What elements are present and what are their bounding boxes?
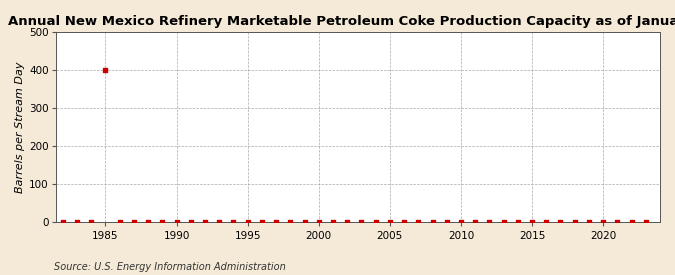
Point xyxy=(299,220,310,225)
Point xyxy=(128,220,139,225)
Point xyxy=(86,220,97,225)
Point xyxy=(441,220,452,225)
Point xyxy=(171,220,182,225)
Point xyxy=(484,220,495,225)
Point xyxy=(399,220,410,225)
Point xyxy=(385,220,396,225)
Point xyxy=(186,220,196,225)
Point xyxy=(427,220,438,225)
Point xyxy=(157,220,168,225)
Point xyxy=(626,220,637,225)
Point xyxy=(242,220,253,225)
Point xyxy=(512,220,523,225)
Point xyxy=(342,220,352,225)
Point xyxy=(228,220,239,225)
Point xyxy=(612,220,623,225)
Point xyxy=(57,220,68,225)
Point xyxy=(114,220,125,225)
Point xyxy=(327,220,338,225)
Point xyxy=(641,220,651,225)
Point xyxy=(569,220,580,225)
Point xyxy=(526,220,537,225)
Point xyxy=(256,220,267,225)
Point xyxy=(598,220,609,225)
Point xyxy=(413,220,424,225)
Point xyxy=(456,220,466,225)
Text: Source: U.S. Energy Information Administration: Source: U.S. Energy Information Administ… xyxy=(54,262,286,272)
Point xyxy=(271,220,281,225)
Point xyxy=(371,220,381,225)
Point xyxy=(356,220,367,225)
Title: Annual New Mexico Refinery Marketable Petroleum Coke Production Capacity as of J: Annual New Mexico Refinery Marketable Pe… xyxy=(8,15,675,28)
Point xyxy=(583,220,594,225)
Point xyxy=(72,220,82,225)
Point xyxy=(313,220,324,225)
Point xyxy=(100,68,111,72)
Point xyxy=(214,220,225,225)
Point xyxy=(142,220,153,225)
Point xyxy=(285,220,296,225)
Point xyxy=(498,220,509,225)
Point xyxy=(555,220,566,225)
Point xyxy=(541,220,551,225)
Point xyxy=(200,220,211,225)
Y-axis label: Barrels per Stream Day: Barrels per Stream Day xyxy=(15,61,25,193)
Point xyxy=(470,220,481,225)
